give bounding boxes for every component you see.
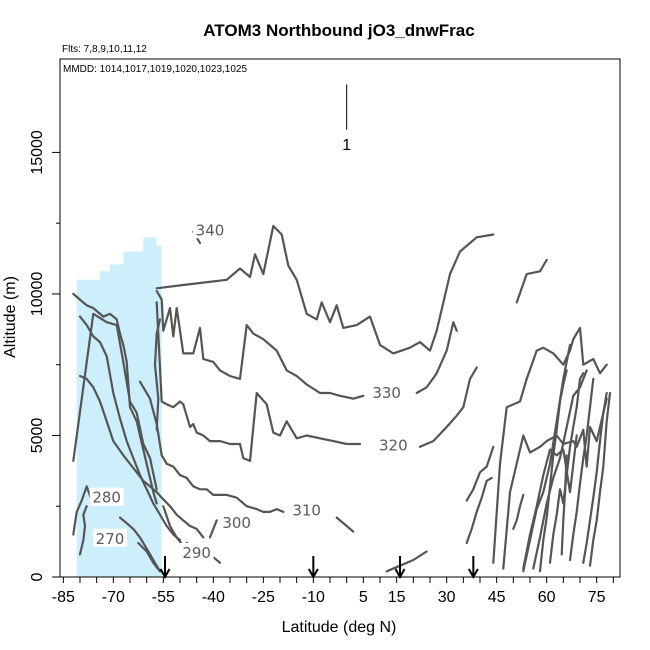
x-tick-label: 60: [538, 589, 556, 606]
contour-line-extra-2: [548, 372, 585, 564]
contour-label-320: 320: [379, 436, 408, 454]
x-tick-label: 45: [488, 589, 506, 606]
contour-330-line-0: [155, 290, 365, 400]
marker-layer: 1: [342, 84, 351, 154]
contour-label-halo-300: [219, 513, 254, 532]
contour-340-line-2: [515, 258, 548, 304]
shaded-region: [76, 237, 162, 578]
y-tick-label: 10000: [29, 272, 46, 317]
contour-label-280: 280: [92, 489, 121, 507]
contour-320-line-2: [502, 397, 608, 570]
contour-270-line-2: [582, 391, 608, 564]
x-tick-label: -40: [202, 589, 225, 606]
contour-320-line-0: [155, 301, 362, 462]
shaded-region-layer: [76, 237, 162, 578]
contour-310-line-1: [335, 516, 355, 533]
contour-line-extra-1: [538, 369, 568, 573]
contour-300-line-4: [465, 476, 493, 545]
contour-label-halo-290: [179, 542, 214, 561]
contour-label-halo-310: [289, 500, 324, 519]
x-tick-label: 5: [359, 589, 368, 606]
contour-280-line-3: [118, 516, 162, 573]
x-tick-label: -55: [152, 589, 175, 606]
contour-270-line-1: [137, 541, 162, 573]
contour-310-line-2: [465, 445, 495, 502]
flights-label: Flts: 7,8,9,10,11,12: [62, 44, 147, 55]
dates-label: MMDD: 1014,1017,1019,1020,1023,1025: [63, 64, 247, 75]
x-tick-label: 15: [388, 589, 406, 606]
contour-300-line-1: [208, 519, 218, 539]
contour-310-line-0: [138, 380, 285, 513]
contour-line-extra-4: [588, 391, 612, 567]
x-tick-label: 75: [588, 589, 606, 606]
contour-270-line-0: [78, 505, 88, 556]
contour-label-halo-330: [369, 383, 404, 402]
contour-label-330: 330: [372, 384, 401, 402]
x-tick-label: -70: [102, 589, 125, 606]
contour-layer: [72, 224, 612, 573]
contour-330-line-2: [492, 326, 608, 564]
contour-label-layer: 340 330 320 310 300 290 280 270: [89, 220, 411, 562]
contour-320-line-1: [418, 366, 478, 448]
contour-300-line-3: [385, 550, 428, 573]
x-tick-label: -10: [302, 589, 325, 606]
contour-label-270: 270: [96, 530, 125, 548]
contour-label-halo-270: [93, 528, 127, 547]
contour-280-line-1: [162, 505, 185, 548]
contour-300-line-2: [153, 318, 162, 431]
x-axis: -85 -70 -55 -40 -25 -10 5 15 30 45 60 75: [52, 576, 620, 606]
contour-label-halo-320: [376, 435, 411, 454]
marker-label: 1: [342, 137, 351, 154]
contour-label-300: 300: [222, 514, 251, 532]
contour-340-line-1: [155, 224, 495, 355]
contour-label-290: 290: [182, 544, 211, 562]
x-tick-label: -85: [52, 589, 75, 606]
contour-line-extra-5: [512, 493, 525, 531]
x-tick-label: 30: [438, 589, 456, 606]
x-tick-label: -25: [252, 589, 275, 606]
contour-label-halo-340: [193, 220, 227, 239]
y-tick-label: 5000: [29, 418, 46, 454]
y-tick-label: 0: [29, 572, 46, 581]
contour-330-line-1: [415, 321, 458, 395]
contour-290-line-2: [72, 312, 158, 491]
contour-290-line-0: [78, 315, 182, 542]
chart-title: ATOM3 Northbound jO3_dnwFrac: [203, 21, 474, 40]
contour-label-halo-280: [89, 487, 124, 506]
contour-label-310: 310: [292, 501, 321, 519]
contour-label-340: 340: [196, 221, 225, 239]
x-axis-label: Latitude (deg N): [282, 619, 397, 636]
y-axis-label: Altitude (m): [2, 276, 19, 358]
contour-line-extra-3: [568, 377, 595, 562]
y-tick-label: 15000: [29, 130, 46, 175]
y-axis: 0 5000 10000 15000: [29, 130, 60, 581]
contour-280-line-0: [72, 292, 158, 505]
